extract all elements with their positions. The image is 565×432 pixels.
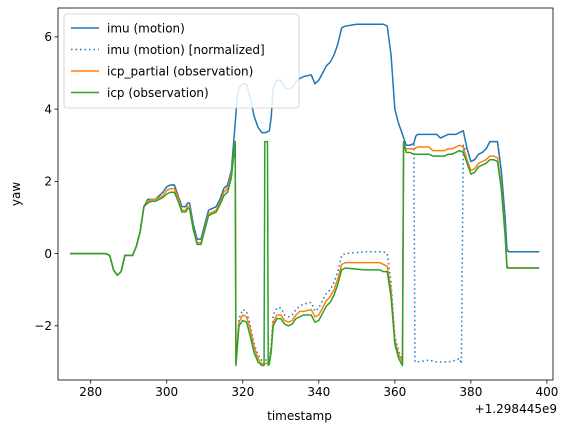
plot-frame	[57, 7, 554, 381]
x-tick-label: 400	[535, 385, 558, 399]
legend-label-imu-motion: imu (motion)	[107, 21, 185, 35]
x-tick-label: 360	[383, 385, 406, 399]
legend-label-icp-observation: icp (observation)	[107, 86, 209, 100]
series-line-imu-motion-normalized	[70, 140, 540, 365]
legend: imu (motion) imu (motion) [normalized] icp…	[63, 13, 300, 109]
x-tick-label: 300	[155, 385, 178, 399]
y-tick-label: 0	[44, 247, 52, 261]
x-tick-label: 340	[307, 385, 330, 399]
y-tick-label: 4	[44, 102, 52, 116]
legend-box	[63, 13, 300, 109]
x-axis: 280 300 320 340 360 380 400	[79, 380, 558, 399]
legend-label-icp-partial-observation: icp_partial (observation)	[107, 64, 253, 78]
y-axis-label: yaw	[9, 182, 23, 206]
y-axis: −2 0 2 4 6	[34, 30, 58, 333]
y-tick-label: 6	[44, 30, 52, 44]
series-line-icp-observation	[70, 140, 540, 367]
x-tick-label: 320	[231, 385, 254, 399]
x-axis-label: timestamp	[267, 409, 332, 423]
legend-label-imu-motion-normalized: imu (motion) [normalized]	[107, 43, 265, 57]
x-tick-label: 380	[459, 385, 482, 399]
x-tick-label: 280	[79, 385, 102, 399]
x-axis-offset-label: +1.298445e9	[475, 402, 557, 416]
y-tick-label: −2	[34, 319, 52, 333]
series-line-icp-partial-observation	[70, 140, 540, 365]
y-tick-label: 2	[44, 175, 52, 189]
